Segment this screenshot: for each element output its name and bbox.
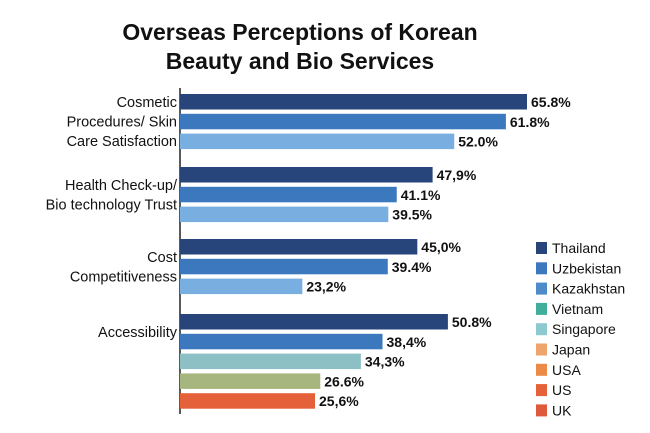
legend-label: Thailand [552,240,606,256]
legend-swatch [536,384,547,397]
category-label: Cost [147,250,177,266]
value-label: 38,4% [387,334,427,350]
legend-label: USA [552,362,581,378]
chart-title: Overseas Perceptions of Korean Beauty and… [122,19,477,74]
legend-label: Japan [552,342,590,358]
category-label: Procedures/ Skin [67,115,177,131]
bar [180,133,455,150]
value-label: 39.4% [392,259,432,275]
value-label: 61.8% [510,114,550,130]
bar [180,333,383,350]
legend-swatch [536,302,547,315]
bar [180,186,397,203]
category-label: Care Satisfaction [67,134,177,150]
value-labels: 65.8% 61.8% 52.0% 47,9% 41.1% 39.5% 45,0% 39.4%… [306,94,571,409]
bar [180,278,303,295]
bar [180,94,527,110]
bar [180,314,448,330]
bar [180,206,389,223]
legend-swatch [536,363,547,376]
bar [180,167,433,183]
bar [180,393,316,409]
category-label: Health Check-up/ [65,178,178,194]
legend-swatch [536,242,547,254]
chart-title-line: Beauty and Bio Services [166,48,434,74]
bars [180,94,527,409]
category-label: Competitiveness [70,269,177,285]
category-label: Bio technology Trust [46,197,177,213]
legend-label: Singapore [552,321,616,337]
legend-label: UK [552,402,572,418]
value-label: 26.6% [324,373,364,389]
legend-swatch [536,404,547,417]
value-label: 39.5% [392,207,432,223]
value-label: 47,9% [437,167,477,183]
bar [180,239,418,255]
legend-swatch [536,262,547,275]
legend-label: Vietnam [552,301,603,317]
value-label: 34,3% [365,354,405,370]
value-label: 50.8% [452,314,492,330]
value-label: 41.1% [401,187,441,203]
bar [180,353,361,370]
value-label: 65.8% [531,94,571,110]
bar [180,258,388,275]
value-label: 45,0% [421,239,461,255]
legend-label: US [552,382,571,398]
chart-title-line: Overseas Perceptions of Korean [122,19,477,45]
legend-label: Uzbekistan [552,260,621,276]
value-label: 25,6% [319,393,359,409]
legend-swatch [536,343,547,356]
legend-label: Kazakhstan [552,281,625,297]
value-label: 52.0% [458,134,498,150]
legend-swatch [536,323,547,336]
legend: Thailand Uzbekistan Kazakhstan Vietnam Singa… [536,240,625,418]
category-labels: Cosmetic Procedures/ Skin Care Satisfactio… [46,95,178,341]
value-label: 23,2% [306,279,346,295]
bar [180,373,321,389]
bar [180,113,506,130]
category-label: Accessibility [98,325,178,341]
legend-swatch [536,282,547,295]
category-label: Cosmetic [117,95,177,111]
